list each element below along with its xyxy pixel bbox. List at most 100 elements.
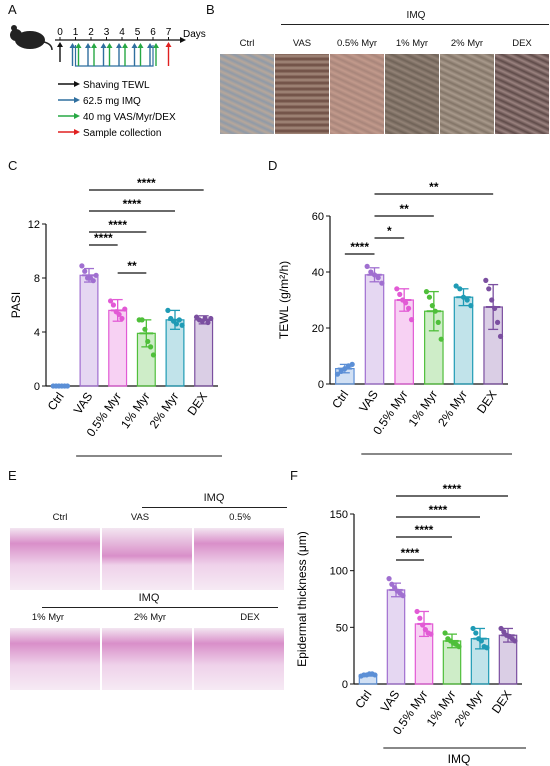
data-point: [179, 322, 185, 328]
group-label: IMQ: [430, 458, 453, 460]
panel-e-bottom-group-line: [42, 607, 278, 608]
day-label: 4: [119, 27, 125, 38]
y-tick-label: 8: [34, 273, 40, 285]
data-point: [438, 336, 444, 342]
bar: [364, 274, 385, 385]
category-label: VAS: [378, 688, 403, 715]
data-point: [405, 305, 412, 311]
chart-epidermal-thickness: 0 50 100 150 Epidermal thickness (μm) Ctrl VAS…: [295, 482, 526, 766]
y-tick-label: 4: [34, 327, 40, 339]
treatment-arrow-head: [137, 43, 144, 48]
histology-caption: Ctrl: [52, 512, 68, 523]
photo-caption: 1% Myr: [395, 38, 429, 49]
bar: [194, 319, 214, 387]
data-point: [82, 268, 88, 274]
significance-label: ****: [108, 218, 127, 232]
significance-label: ****: [94, 231, 113, 245]
y-tick-label: 12: [28, 219, 40, 231]
category-label: DEX: [489, 688, 515, 716]
data-point: [110, 302, 117, 308]
histology-caption: 2% Myr: [133, 612, 167, 623]
y-axis-label: TEWL (g/m²/h): [277, 261, 291, 339]
significance-label: ****: [350, 240, 369, 254]
data-point: [512, 638, 518, 644]
data-point: [165, 307, 171, 313]
significance-label: ****: [429, 503, 448, 517]
data-point: [408, 317, 415, 323]
data-point: [93, 272, 99, 278]
imq-arrow-head: [69, 43, 76, 48]
y-axis-label: PASI: [10, 292, 23, 318]
y-tick-label: 150: [330, 509, 348, 521]
data-point: [426, 294, 433, 300]
y-tick-label: 0: [34, 381, 40, 393]
y-tick-label: 100: [330, 566, 348, 578]
y-tick-label: 0: [342, 679, 348, 691]
data-point: [107, 298, 114, 304]
imq-arrow-head: [116, 43, 122, 48]
bar: [386, 589, 406, 685]
treatment-arrow-head: [122, 43, 128, 48]
data-point: [484, 645, 490, 651]
days-label: Days: [183, 29, 206, 40]
data-point: [456, 644, 462, 650]
panel-label-e: E: [8, 468, 17, 483]
histology-image: [102, 528, 192, 590]
data-point: [453, 283, 459, 289]
panel-label-d: D: [268, 158, 278, 173]
day-label: 5: [135, 27, 141, 38]
panel-label-c: C: [8, 158, 18, 173]
bar: [79, 274, 99, 387]
significance-label: **: [399, 202, 409, 216]
data-point: [470, 625, 476, 632]
histology-caption: DEX: [240, 612, 260, 623]
category-label: DEX: [184, 390, 210, 418]
day-label: 1: [73, 27, 79, 38]
photo-caption: Ctrl: [239, 38, 255, 49]
day-label: 3: [104, 27, 110, 38]
category-label: Ctrl: [352, 688, 374, 711]
histology-image: [194, 628, 284, 690]
panel-b-group-label: IMQ: [406, 10, 426, 21]
histology-image: [102, 628, 192, 690]
legend-arrowhead: [74, 113, 80, 119]
panel-b-group-line: [281, 24, 549, 25]
legend-arrowhead: [74, 97, 80, 103]
data-point: [397, 291, 403, 297]
y-tick-label: 0: [318, 379, 324, 391]
data-point: [464, 297, 470, 303]
day-label: 6: [150, 27, 156, 38]
category-label: DEX: [474, 388, 500, 416]
significance-label: *: [387, 224, 392, 238]
histology-image: [10, 628, 100, 690]
data-point: [428, 631, 434, 637]
data-point: [150, 352, 157, 358]
category-label: Ctrl: [329, 388, 351, 411]
significance-label: ****: [415, 523, 434, 537]
histology-caption: VAS: [130, 512, 150, 523]
group-label: IMQ: [448, 752, 471, 766]
y-axis-label: Epidermal thickness (μm): [295, 531, 309, 667]
data-point: [468, 303, 474, 309]
photo-caption: DEX: [512, 38, 532, 49]
y-tick-label: 60: [312, 211, 324, 223]
data-point: [400, 593, 406, 599]
category-label: 1% Myr: [405, 388, 440, 429]
legend-text: 62.5 mg IMQ: [83, 96, 141, 107]
histology-image: [10, 528, 100, 590]
skin-photo: [330, 54, 384, 134]
treatment-arrow-head: [153, 43, 159, 48]
histology-caption: 0.5%: [229, 512, 251, 523]
imq-bracket: [74, 45, 154, 67]
significance-label: ****: [137, 176, 156, 190]
panel-e-top-group-label: IMQ: [203, 492, 225, 504]
data-point: [349, 361, 355, 367]
histology-image: [194, 528, 284, 590]
category-label: Ctrl: [45, 390, 67, 413]
significance-label: **: [429, 180, 439, 194]
panel-label-a: A: [8, 2, 17, 17]
category-label: VAS: [71, 390, 96, 417]
histology-panel: IMQ IMQ Ctrl VAS 0.5% 1% Myr 2% Myr DEX: [0, 480, 288, 766]
